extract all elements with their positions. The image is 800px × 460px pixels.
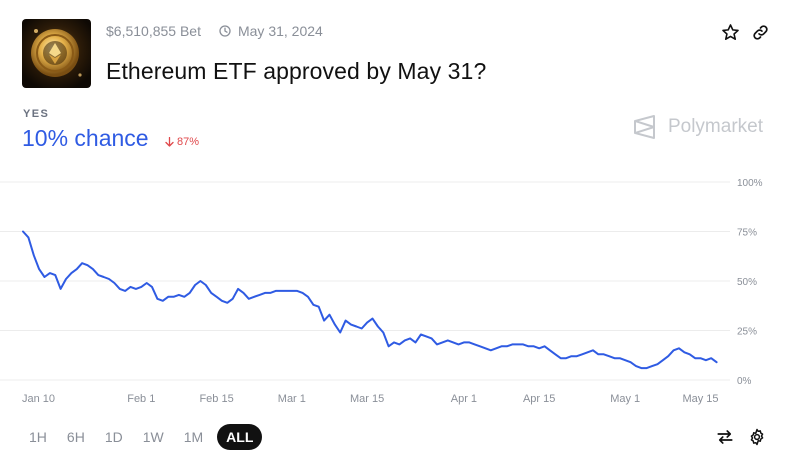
y-tick-label: 50% bbox=[737, 277, 757, 288]
y-tick-label: 75% bbox=[737, 228, 757, 239]
end-date-text: May 31, 2024 bbox=[237, 23, 323, 39]
x-tick-label: May 15 bbox=[682, 393, 718, 405]
series-line bbox=[22, 230, 718, 370]
delta-text: 87% bbox=[177, 136, 200, 148]
y-tick-label: 25% bbox=[737, 327, 757, 338]
x-tick-label: Mar 1 bbox=[278, 393, 306, 405]
market-title: Ethereum ETF approved by May 31? bbox=[106, 58, 487, 84]
arrow-down-icon bbox=[165, 137, 174, 147]
range-button-1h[interactable]: 1H bbox=[29, 429, 47, 445]
link-icon[interactable] bbox=[750, 22, 770, 42]
x-tick-label: Feb 1 bbox=[127, 393, 155, 405]
brand-name: Polymarket bbox=[667, 116, 763, 137]
outcome-label: YES bbox=[23, 108, 50, 120]
market-thumbnail bbox=[22, 19, 91, 88]
market-meta: $6,510,855 Bet May 31, 2024 bbox=[106, 23, 323, 39]
range-button-all[interactable]: ALL bbox=[217, 424, 263, 450]
x-tick-label: May 1 bbox=[610, 393, 640, 405]
brand-watermark: Polymarket bbox=[632, 114, 763, 140]
x-tick-label: Mar 15 bbox=[350, 393, 384, 405]
x-tick-label: Feb 15 bbox=[199, 393, 233, 405]
range-button-1d[interactable]: 1D bbox=[104, 429, 123, 445]
top-actions bbox=[720, 22, 770, 42]
delta-badge: 87% bbox=[165, 136, 199, 148]
y-tick-label: 0% bbox=[737, 376, 752, 387]
clock-icon bbox=[219, 25, 231, 37]
x-tick-label: Jan 10 bbox=[22, 393, 55, 405]
ethereum-coin-image bbox=[22, 19, 91, 88]
chart-controls bbox=[715, 427, 767, 447]
x-tick-label: Apr 1 bbox=[451, 393, 477, 405]
polymarket-logo-icon bbox=[633, 115, 655, 139]
range-button-6h[interactable]: 6H bbox=[66, 429, 85, 445]
range-button-1w[interactable]: 1W bbox=[142, 429, 164, 445]
swap-icon[interactable] bbox=[715, 427, 735, 447]
price-history-chart: 100% 75% 50% 25% 0% Jan 10 Feb 1 Feb 15 Mar 1 Mar… bbox=[0, 178, 763, 405]
chance-text: 10% chance bbox=[22, 125, 149, 151]
range-button-1m[interactable]: 1M bbox=[183, 429, 204, 445]
y-tick-label: 100% bbox=[737, 178, 763, 189]
time-range-selector: 1H 6H 1D 1W 1M ALL bbox=[23, 424, 270, 450]
volume-text: $6,510,855 Bet bbox=[106, 23, 201, 39]
star-icon[interactable] bbox=[720, 22, 740, 42]
x-tick-label: Apr 15 bbox=[523, 393, 555, 405]
gear-icon[interactable] bbox=[747, 427, 767, 447]
